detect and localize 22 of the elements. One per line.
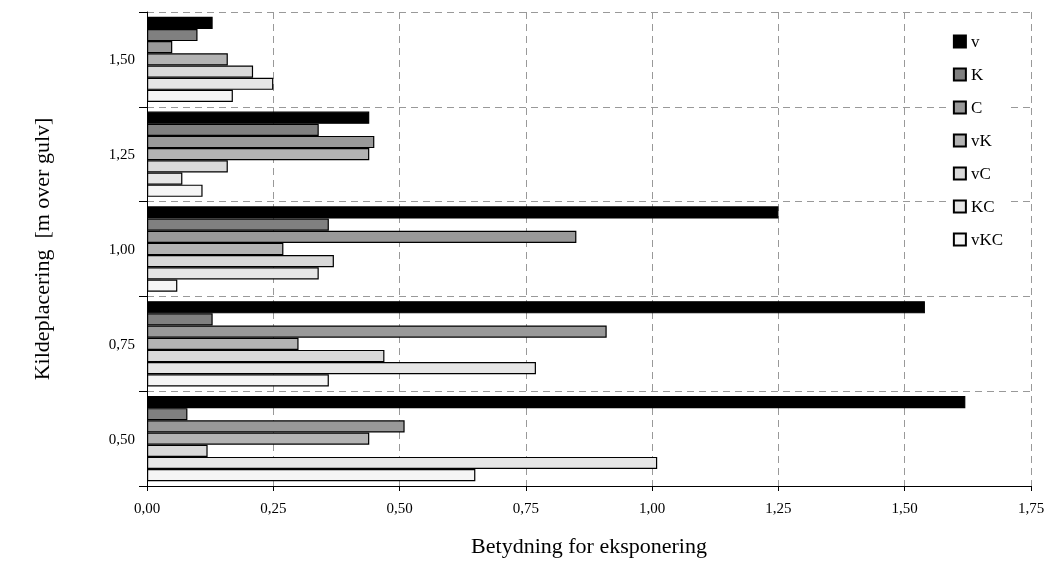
- legend-label: KC: [970, 197, 995, 216]
- y-tick-label: 0,50: [108, 430, 135, 447]
- x-tick-label: 1,50: [891, 499, 918, 516]
- legend-label: K: [970, 65, 984, 84]
- x-tick-label: 0,75: [512, 499, 539, 516]
- legend-label: vKC: [970, 230, 1004, 249]
- legend-label: vC: [970, 164, 991, 183]
- y-tick-label: 0,75: [108, 335, 135, 352]
- y-tick-label: 1,50: [108, 51, 135, 68]
- x-tick-label: 1,00: [639, 499, 666, 516]
- x-tick-label: 0,25: [260, 499, 287, 516]
- x-tick-label: 1,25: [765, 499, 792, 516]
- x-axis-title: Betydning for eksponering: [471, 532, 707, 558]
- y-tick-label: 1,25: [108, 146, 135, 163]
- x-tick-label: 0,50: [386, 499, 413, 516]
- legend-label: vK: [970, 131, 993, 150]
- x-tick-label: 0,00: [133, 499, 161, 516]
- y-axis-title: Kildeplacering [m over gulv]: [28, 117, 54, 381]
- x-tick-label: 1,75: [1017, 499, 1045, 516]
- legend-label: C: [970, 98, 983, 117]
- legend-label: v: [970, 32, 980, 51]
- y-tick-label: 1,00: [108, 241, 135, 257]
